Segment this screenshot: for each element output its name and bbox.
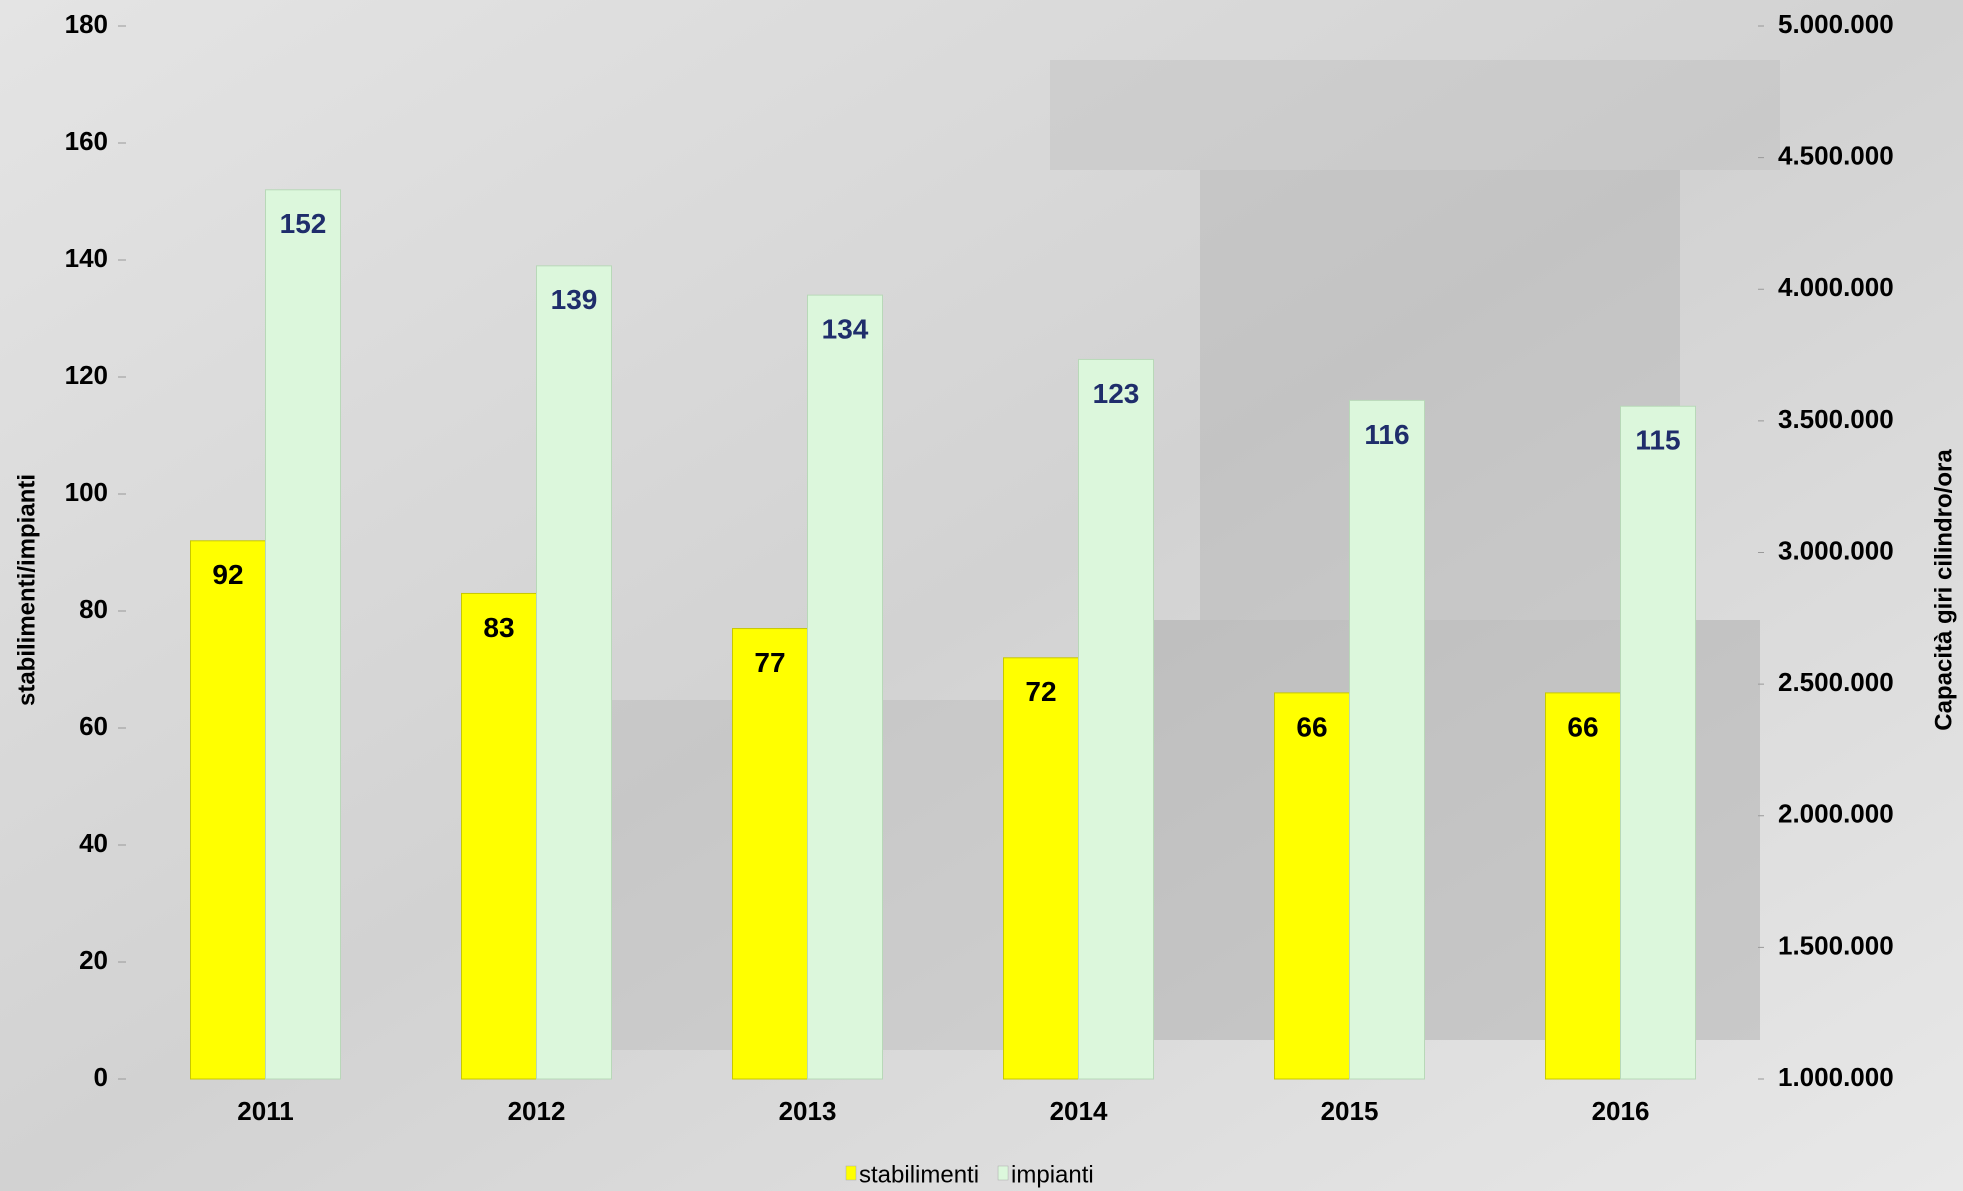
y2-tick-label: 1.500.000 xyxy=(1778,930,1894,960)
value-label: 66 xyxy=(1567,711,1598,742)
value-label: 77 xyxy=(754,647,785,678)
y-axis-title: stabilimenti/impianti xyxy=(13,474,40,706)
value-label: 83 xyxy=(483,612,514,643)
y2-tick-label: 5.000.000 xyxy=(1778,9,1894,39)
y2-tick-label: 3.000.000 xyxy=(1778,535,1894,565)
x-tick-label: 2013 xyxy=(779,1096,837,1126)
legend-swatch xyxy=(997,1165,1009,1181)
value-label: 139 xyxy=(551,284,598,315)
value-label: 66 xyxy=(1296,711,1327,742)
value-label: 115 xyxy=(1635,425,1680,456)
x-tick-label: 2014 xyxy=(1050,1096,1108,1126)
value-label: 123 xyxy=(1093,378,1140,409)
y-tick-label: 80 xyxy=(79,594,108,624)
y2-tick-label: 3.500.000 xyxy=(1778,404,1894,434)
x-tick-label: 2012 xyxy=(508,1096,566,1126)
y2-tick-label: 4.000.000 xyxy=(1778,272,1894,302)
y-tick-label: 20 xyxy=(79,945,108,975)
y-tick-label: 160 xyxy=(65,126,108,156)
value-label: 92 xyxy=(212,559,243,590)
bar xyxy=(265,189,341,1080)
bar xyxy=(1620,405,1696,1080)
y2-tick-label: 2.500.000 xyxy=(1778,667,1894,697)
y2-tick-label: 4.500.000 xyxy=(1778,141,1894,171)
x-tick-label: 2015 xyxy=(1321,1096,1379,1126)
bar xyxy=(536,265,612,1080)
x-tick-label: 2011 xyxy=(237,1096,293,1126)
legend-label: impianti xyxy=(1011,1161,1094,1188)
y-tick-label: 100 xyxy=(65,477,108,507)
legend-label: stabilimenti xyxy=(859,1161,979,1188)
bar xyxy=(732,628,808,1080)
x-tick-label: 2016 xyxy=(1592,1096,1650,1126)
bar xyxy=(461,592,537,1080)
bar xyxy=(1078,358,1154,1080)
y-tick-label: 140 xyxy=(65,243,108,273)
y-tick-label: 120 xyxy=(65,360,108,390)
bar xyxy=(1274,692,1350,1080)
y2-tick-label: 2.000.000 xyxy=(1778,799,1894,829)
y-tick-label: 40 xyxy=(79,828,108,858)
bar xyxy=(1545,692,1621,1080)
y-tick-label: 180 xyxy=(65,9,108,39)
value-label: 134 xyxy=(822,313,869,344)
bar xyxy=(807,294,883,1080)
y2-axis-title: Capacità giri cilindro/ora xyxy=(1930,449,1957,731)
legend-swatch xyxy=(845,1165,857,1181)
bar xyxy=(190,540,266,1080)
value-label: 72 xyxy=(1025,676,1056,707)
bar xyxy=(1349,399,1425,1080)
value-label: 152 xyxy=(280,208,327,239)
y-tick-label: 0 xyxy=(94,1062,108,1092)
y2-tick-label: 1.000.000 xyxy=(1778,1062,1894,1092)
bar xyxy=(1003,657,1079,1080)
y-tick-label: 60 xyxy=(79,711,108,741)
value-label: 116 xyxy=(1364,419,1409,450)
